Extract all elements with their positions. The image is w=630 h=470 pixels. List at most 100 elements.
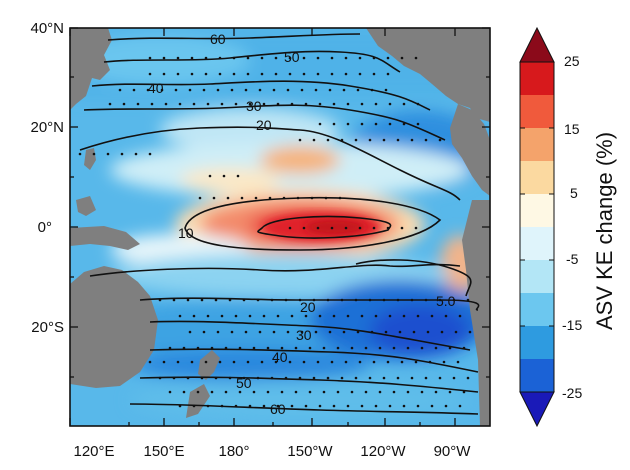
stipple-dot [336,346,340,350]
stipple-dot [206,102,210,106]
stipple-dot [308,346,312,350]
stipple-dot [164,102,168,106]
stipple-dot [416,404,420,408]
stipple-dot [176,56,180,60]
stipple-dot [294,346,298,350]
stipple-dot [258,330,262,334]
colorbar-title: ASV KE change (%) [592,132,617,330]
stipple-dot [438,376,442,380]
land-new-guinea [70,226,140,250]
stipple-dot [272,88,276,92]
colorbar-tick-label: -5 [566,251,579,267]
stipple-dot [136,102,140,106]
stipple-dot [452,376,456,380]
stipple-dot [92,152,96,156]
stipple-dot [280,390,284,394]
stipple-dot [318,102,322,106]
colorbar-tick-label: 5 [570,185,578,201]
colorbar-tick-labels: 25 15 5 -5 -15 -25 [562,53,582,401]
stipple-dot [458,314,462,318]
colorbar-segment [520,62,554,95]
stipple-dot [386,72,390,76]
stipple-dot [134,152,138,156]
stipple-dot [304,314,308,318]
stipple-dot [392,346,396,350]
land-north-america [366,28,490,122]
stipple-dot [132,88,136,92]
stipple-dot [218,360,222,364]
colorbar-extend-top [519,26,555,63]
stipple-dot [430,404,434,408]
lon-tick-label: 90°W [434,443,472,460]
stipple-dot [410,376,414,380]
stipple-dot [308,390,312,394]
stipple-dot [304,404,308,408]
stipple-dot [358,360,362,364]
colorbar-segment [520,95,554,128]
colorbar-segment [520,359,554,392]
stipple-dot [122,102,126,106]
stipple-dot [344,360,348,364]
stipple-dot [388,102,392,106]
land-australia [70,266,158,388]
stipple-dot [288,72,292,76]
stipple-dot [316,360,320,364]
stipple-dot [118,88,122,92]
stipple-dot [386,56,390,60]
stipple-dot [356,88,360,92]
stipple-dot [358,72,362,76]
stipple-dot [246,56,250,60]
stipple-dot [316,226,320,230]
stipple-dot [274,72,278,76]
contour-label: 50 [236,375,252,391]
stipple-dot [430,314,434,318]
stipple-dot [286,330,290,334]
stipple-dot [224,346,228,350]
stipple-dot [190,72,194,76]
stipple-dot [344,226,348,230]
stipple-dot [234,102,238,106]
stipple-dot [440,330,444,334]
stipple-dot [162,56,166,60]
stipple-dot [328,88,332,92]
stipple-dot [342,88,346,92]
stipple-dot [288,226,292,230]
lat-tick-label: 20°S [31,319,64,336]
stipple-dot [230,330,234,334]
stipple-dot [174,88,178,92]
colorbar-segment [520,194,554,227]
stipple-dot [266,346,270,350]
stipple-dot [234,314,238,318]
stipple-dot [402,404,406,408]
stipple-dot [286,88,290,92]
contour-label: 50 [284,49,300,65]
longitude-labels: 120°E 150°E 180° 150°W 120°W 90°W [73,443,471,460]
stipple-dot [316,72,320,76]
stipple-dot [196,390,200,394]
stipple-dot [248,102,252,106]
stipple-dot [330,56,334,60]
stipple-dot [330,360,334,364]
stipple-dot [240,196,244,200]
stipple-dot [244,330,248,334]
colorbar-segment [520,128,554,161]
stipple-dot [402,102,406,106]
stipple-dot [260,56,264,60]
contour-label: 30 [296,327,312,343]
contour-label: 5.0 [436,293,456,309]
stipple-dot [360,102,364,106]
stipple-dot [316,56,320,60]
stipple-dot [190,56,194,60]
stipple-dot [388,404,392,408]
stipple-dot [260,360,264,364]
stipple-dot [360,122,364,126]
stipple-dot [314,330,318,334]
stipple-dot [332,404,336,408]
stipple-dot [176,72,180,76]
stipple-dot [346,102,350,106]
stipple-dot [312,376,316,380]
stipple-dot [262,102,266,106]
stipple-dot [190,360,194,364]
stipple-dot [360,314,364,318]
